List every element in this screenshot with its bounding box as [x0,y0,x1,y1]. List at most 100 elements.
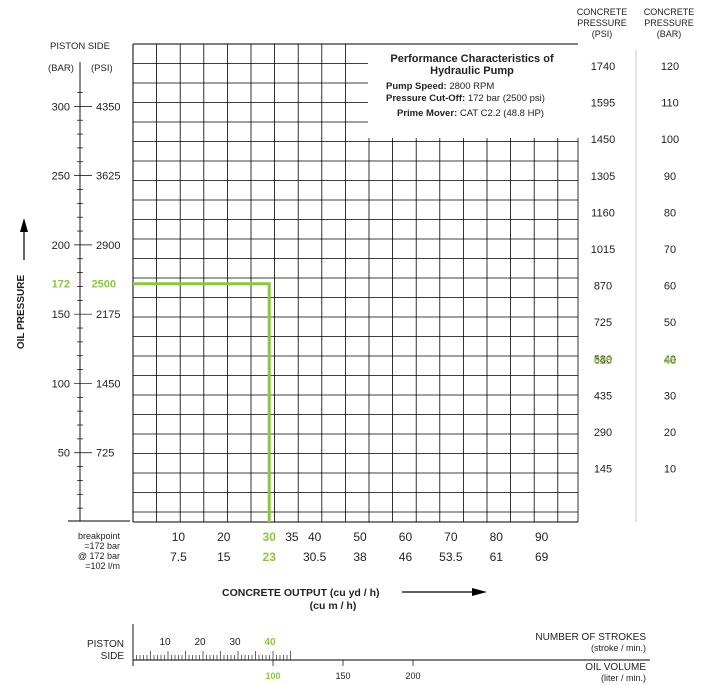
right-tick-psi: 435 [594,390,612,402]
x-tick-yd: 20 [217,530,231,544]
chart-title-line-2: Hydraulic Pump [430,65,514,77]
stroke-tick-label: 40 [264,637,276,648]
right-tick-bar: 20 [664,427,676,439]
left-unit-bar: (BAR) [48,63,74,74]
right-tick-psi: 1160 [591,207,615,219]
left-tick-psi: 4350 [96,101,120,113]
oil-unit: (liter / min.) [601,673,646,683]
right-tick-psi: 1595 [591,98,615,110]
info-value: 2800 RPM [449,81,494,92]
info-line: Prime Mover: CAT C2.2 (48.8 HP) [397,108,544,119]
x-tick-m: 15 [217,550,231,564]
right-tick-bar: 10 [664,464,676,476]
right-tick-bar: 40 [664,354,676,366]
breakpoint-note: =172 bar [84,541,120,551]
x-tick-m: 30.5 [303,550,327,564]
bottom-piston-label: PISTON [87,639,124,650]
right-header-bar: CONCRETE [644,7,695,17]
stroke-tick-label: 30 [229,637,241,648]
right-tick-bar: 100 [661,134,679,146]
highlight-concrete-psi: 625 [594,355,612,367]
left-tick-bar: 150 [52,309,70,321]
right-tick-psi: 725 [594,317,612,329]
left-tick-bar: 50 [58,448,70,460]
left-header-title: PISTON SIDE [50,41,110,52]
stroke-tick-label: 20 [194,637,206,648]
x-tick-yd: 60 [399,530,413,544]
highlight-pressure-psi: 2500 [92,279,116,291]
y-axis-arrow-head [20,218,28,232]
info-line: Pump Speed: 2800 RPM [386,81,494,92]
breakpoint-note: @ 172 bar [78,551,120,561]
info-value: 172 bar (2500 psi) [468,93,545,104]
x-tick-yd: 40 [308,530,322,544]
right-tick-bar: 90 [664,171,676,183]
x-tick-yd: 35 [285,530,299,544]
right-tick-psi: 145 [594,464,612,476]
left-tick-bar: 250 [52,171,70,183]
x-axis-label-2: (cu m / h) [310,600,357,612]
operating-point-line [133,282,271,522]
highlight-pressure-bar: 172 [52,279,70,291]
right-header-bar: PRESSURE [644,18,694,28]
info-label: Pressure Cut-Off: [386,93,468,104]
oil-tick-label: 200 [405,671,420,681]
x-tick-m: 7.5 [170,550,187,564]
chart-content: Performance Characteristics ofHydraulic … [16,7,694,683]
x-tick-m: 53.5 [439,550,463,564]
x-tick-m: 69 [535,550,549,564]
x-tick-yd: 10 [172,530,186,544]
highlight-output-yd: 30 [263,530,277,544]
left-tick-psi: 725 [96,448,114,460]
oil-label: OIL VOLUME [585,662,646,673]
x-tick-yd: 70 [444,530,458,544]
right-tick-psi: 1740 [591,61,615,73]
right-tick-bar: 30 [664,390,676,402]
chart-grid [132,43,579,523]
right-header-psi: PRESSURE [577,18,627,28]
breakpoint-note: =102 l/m [85,561,120,571]
info-value: CAT C2.2 (48.8 HP) [460,108,544,119]
right-tick-bar: 60 [664,281,676,293]
right-tick-psi: 1450 [591,134,615,146]
x-tick-yd: 90 [535,530,549,544]
right-header-psi: (PSI) [592,29,613,39]
chart-title-line-1: Performance Characteristics of [390,53,554,65]
left-unit-psi: (PSI) [91,63,113,74]
highlight-output-m: 23 [263,550,277,564]
left-tick-psi: 1450 [96,378,120,390]
right-tick-psi: 580 [594,354,612,366]
right-tick-bar: 70 [664,244,676,256]
right-header-bar: (BAR) [657,29,682,39]
oil-tick-label: 100 [265,671,280,681]
left-tick-bar: 300 [52,101,70,113]
oil-tick-label: 150 [335,671,350,681]
left-tick-bar: 100 [52,378,70,390]
stroke-tick-label: 10 [159,637,171,648]
strokes-unit: (stroke / min.) [591,643,646,653]
x-axis-label-1: CONCRETE OUTPUT (cu yd / h) [222,587,380,599]
y-axis-label: OIL PRESSURE [16,275,27,350]
x-tick-yd: 80 [490,530,504,544]
right-tick-psi: 870 [594,281,612,293]
right-tick-bar: 110 [661,98,679,110]
right-tick-bar: 50 [664,317,676,329]
info-label: Pump Speed: [386,81,449,92]
x-tick-m: 46 [399,550,413,564]
strokes-label: NUMBER OF STROKES [535,632,646,643]
right-tick-psi: 1015 [591,244,615,256]
x-tick-m: 38 [353,550,367,564]
right-tick-psi: 290 [594,427,612,439]
breakpoint-note: breakpoint [78,531,121,541]
left-tick-psi: 2900 [96,240,120,252]
x-axis-arrow-head [472,588,487,596]
bottom-side-label: SIDE [101,651,125,662]
right-tick-psi: 1305 [591,171,615,183]
left-tick-psi: 3625 [96,171,120,183]
left-tick-bar: 200 [52,240,70,252]
right-tick-bar: 120 [661,61,679,73]
x-tick-yd: 50 [353,530,367,544]
right-tick-bar: 80 [664,207,676,219]
info-line: Pressure Cut-Off: 172 bar (2500 psi) [386,93,545,104]
